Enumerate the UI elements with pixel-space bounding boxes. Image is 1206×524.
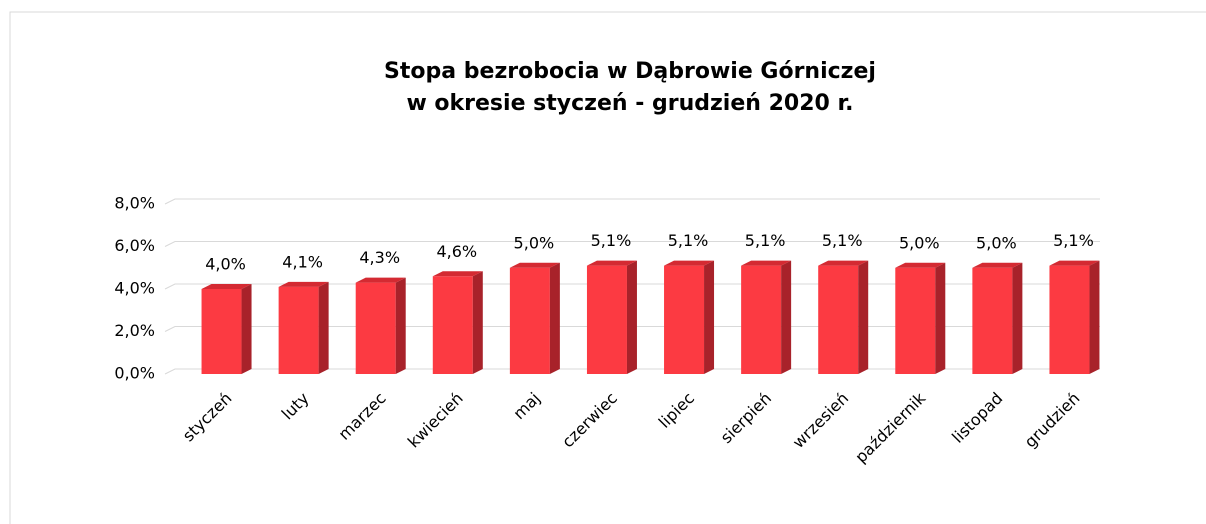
bar-front [1049, 265, 1090, 374]
bar-side [858, 260, 869, 374]
x-tick-label: czerwiec [558, 389, 621, 452]
value-label: 4,1% [282, 252, 323, 271]
x-tick-label: styczeń [179, 389, 236, 446]
bar-side [1012, 262, 1023, 374]
bar-top [664, 260, 715, 266]
bar-top [432, 271, 483, 277]
bar-front [895, 267, 936, 374]
bar [278, 281, 329, 374]
x-tick-label: październik [851, 388, 930, 467]
bar-top [741, 260, 792, 266]
bar-front [972, 267, 1013, 374]
value-label: 5,1% [822, 231, 863, 250]
bar-side [472, 271, 483, 374]
bar-top [586, 260, 637, 266]
bar-front [278, 286, 319, 374]
bar [1049, 260, 1100, 374]
bar [509, 262, 560, 374]
value-label: 5,1% [591, 231, 632, 250]
x-tick-label: listopad [948, 389, 1006, 447]
x-tick-label: luty [278, 389, 313, 424]
grid-line [164, 241, 1100, 247]
grid-line [164, 368, 1100, 375]
bar [972, 262, 1023, 374]
bar [741, 260, 792, 374]
bar [895, 262, 946, 374]
bar [664, 260, 715, 374]
value-label: 4,3% [359, 248, 400, 267]
bar-top [278, 281, 329, 287]
value-label: 5,0% [514, 233, 555, 252]
grid-line [164, 283, 1100, 290]
bar-top [818, 260, 869, 266]
bar-front [355, 282, 396, 374]
bar-side [318, 281, 329, 374]
bar-side [626, 260, 637, 374]
bar-side [704, 260, 715, 374]
bar-top [895, 262, 946, 268]
y-tick-label: 2,0% [114, 321, 155, 340]
chart-title: w okresie styczeń - grudzień 2020 r. [406, 91, 853, 116]
y-tick-label: 6,0% [114, 236, 155, 255]
bar [201, 284, 252, 374]
grid-line [164, 198, 1100, 205]
value-label: 5,1% [668, 231, 709, 250]
bar-side [395, 277, 406, 374]
bar [818, 260, 869, 374]
bar-front [586, 265, 627, 374]
bar-top [509, 262, 560, 268]
y-tick-label: 8,0% [114, 194, 155, 213]
y-tick-label: 0,0% [114, 364, 155, 383]
bar-front [664, 265, 705, 374]
bar [355, 277, 406, 374]
bar-side [781, 260, 792, 374]
x-tick-label: maj [509, 389, 544, 424]
value-label: 5,1% [745, 231, 786, 250]
bar [586, 260, 637, 374]
bar [432, 271, 483, 374]
x-tick-label: sierpień [717, 389, 776, 448]
x-tick-label: wrzesień [789, 389, 852, 452]
value-label: 5,0% [976, 233, 1017, 252]
chart-border [9, 11, 1206, 524]
y-tick-label: 4,0% [114, 279, 155, 298]
grid-line [164, 326, 1100, 332]
x-tick-label: grudzień [1021, 389, 1084, 452]
bar-top [201, 284, 252, 289]
x-tick-label: kwiecień [404, 389, 467, 452]
bar-front [818, 265, 859, 374]
bar-side [241, 284, 252, 374]
bar-top [972, 262, 1023, 268]
bar-front [741, 265, 782, 374]
bar-front [432, 276, 473, 374]
bar-top [355, 277, 406, 283]
value-label: 5,1% [1053, 231, 1094, 250]
chart-title: Stopa bezrobocia w Dąbrowie Górniczej [384, 59, 876, 84]
bar-side [549, 262, 560, 374]
bar-side [935, 262, 946, 374]
value-label: 4,0% [205, 255, 246, 274]
bar-top [1049, 260, 1100, 266]
value-label: 5,0% [899, 233, 940, 252]
x-tick-label: lipiec [655, 389, 698, 432]
bar-front [509, 267, 550, 374]
bar-side [1089, 260, 1100, 374]
x-tick-label: marzec [335, 389, 390, 444]
bar-front [201, 289, 242, 374]
value-label: 4,6% [436, 242, 477, 261]
